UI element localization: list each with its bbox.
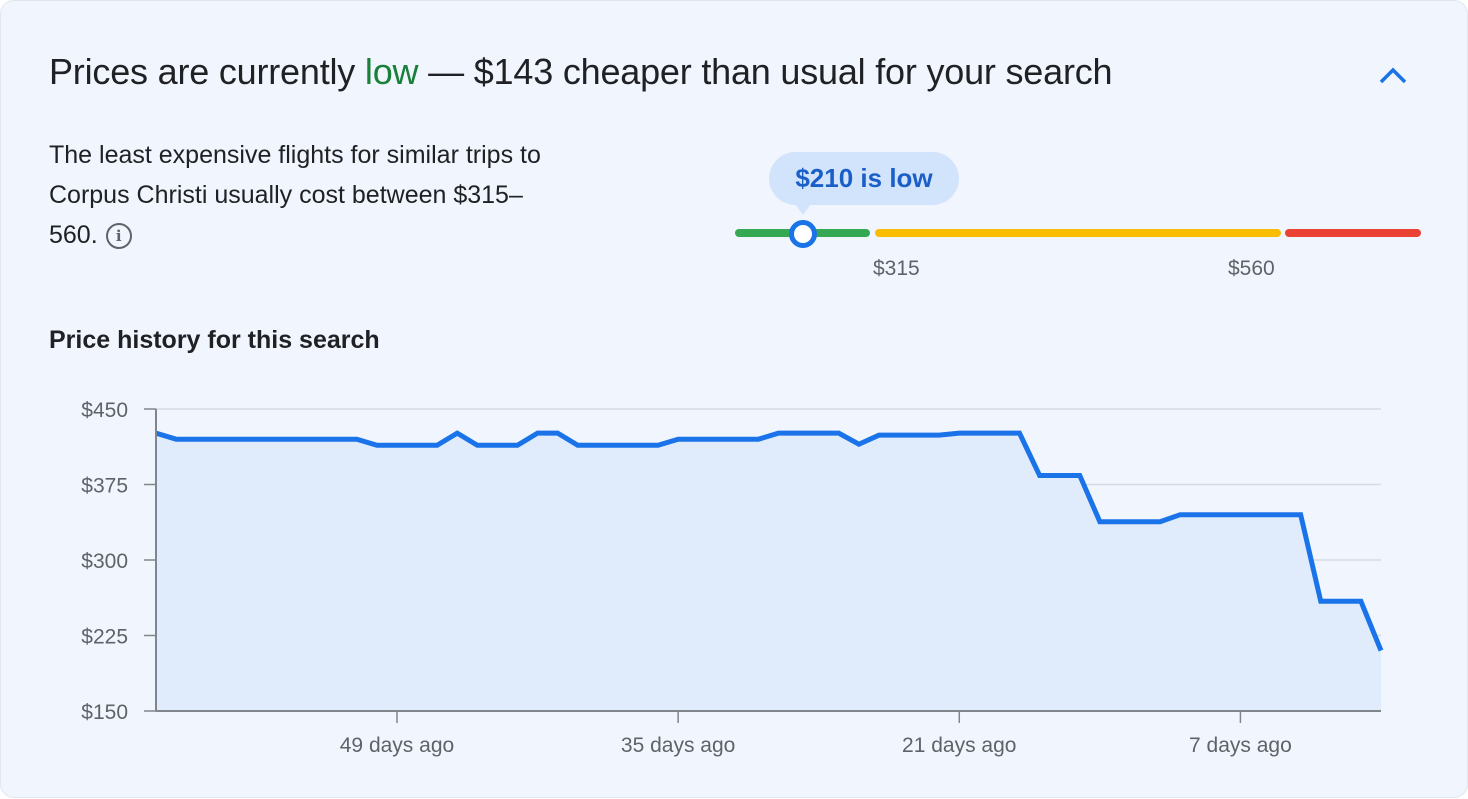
y-tick-label: $300	[81, 550, 128, 573]
headline-prefix: Prices are currently	[49, 51, 365, 92]
current-price-tooltip: $210 is low	[769, 152, 959, 215]
y-tick-label: $150	[81, 701, 128, 724]
price-status: low	[364, 51, 419, 92]
current-price-marker	[789, 220, 817, 248]
x-tick-label: 21 days ago	[902, 734, 1016, 757]
low-threshold-label: $315	[873, 257, 920, 280]
info-icon[interactable]: i	[105, 223, 132, 250]
chevron-up-icon[interactable]	[1375, 61, 1411, 91]
x-tick-label: 7 days ago	[1189, 734, 1292, 757]
y-tick-label: $450	[81, 399, 128, 422]
description-text: The least expensive flights for similar …	[49, 141, 541, 249]
x-tick-label: 49 days ago	[340, 734, 454, 757]
price-range-description: The least expensive flights for similar …	[49, 135, 569, 255]
y-tick-label: $225	[81, 626, 128, 649]
price-area	[156, 433, 1381, 711]
price-insights-headline: Prices are currently low — $143 cheaper …	[49, 51, 1113, 93]
typical-price-segment	[875, 229, 1281, 237]
x-tick-label: 35 days ago	[621, 734, 735, 757]
high-threshold-label: $560	[1228, 257, 1275, 280]
headline-suffix: — $143 cheaper than usual for your searc…	[418, 51, 1113, 92]
price-line	[155, 430, 1384, 652]
high-price-segment	[1285, 229, 1421, 237]
chart-title: Price history for this search	[49, 326, 380, 354]
y-tick-label: $375	[81, 475, 128, 498]
